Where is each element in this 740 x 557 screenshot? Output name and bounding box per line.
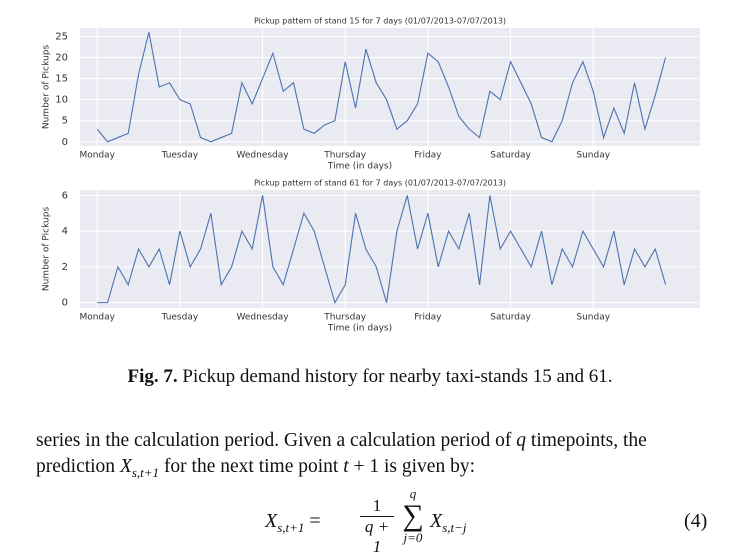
math: s,t+1 bbox=[131, 464, 160, 480]
paragraph-line: prediction Xs,t+1 for the next time poin… bbox=[36, 454, 716, 486]
caption-label: Fig. 7. bbox=[127, 366, 178, 387]
y-tick-label: 5 bbox=[62, 116, 68, 127]
x-tick-label: Monday bbox=[79, 151, 115, 161]
caption-text: Pickup demand history for nearby taxi-st… bbox=[182, 366, 613, 387]
math: t bbox=[343, 456, 349, 477]
paragraph-line: series in the calculation period. Given … bbox=[36, 428, 716, 454]
data-line bbox=[97, 195, 667, 305]
x-axis-label: Time (in days) bbox=[327, 162, 392, 172]
y-tick-label: 2 bbox=[62, 262, 68, 273]
plot-area bbox=[80, 28, 700, 146]
x-tick-label: Sunday bbox=[576, 151, 610, 161]
math: j=0 bbox=[403, 530, 423, 545]
math: X bbox=[119, 456, 132, 477]
math: ∑ bbox=[402, 499, 424, 532]
x-axis-label: Time (in days) bbox=[327, 324, 392, 334]
x-tick-label: Tuesday bbox=[161, 313, 199, 323]
y-tick-label: 4 bbox=[62, 226, 68, 237]
x-tick-label: Sunday bbox=[576, 313, 610, 323]
chart-title: Pickup pattern of stand 15 for 7 days (0… bbox=[254, 17, 506, 26]
charts: Pickup pattern of stand 15 for 7 days (0… bbox=[42, 17, 700, 334]
math: q bbox=[516, 430, 527, 451]
y-tick-label: 15 bbox=[55, 74, 68, 85]
x-tick-label: Friday bbox=[414, 151, 442, 161]
text: series in the calculation period. Given … bbox=[36, 430, 512, 451]
x-tick-label: Saturday bbox=[490, 313, 531, 323]
equation: Xs,t+1 = 1 q + 1 q ∑ j=0 Xs,t−j (4) bbox=[0, 486, 740, 556]
data-line bbox=[96, 32, 667, 143]
y-tick-label: 25 bbox=[55, 31, 68, 42]
math: s,t−j bbox=[442, 520, 467, 535]
math: = bbox=[309, 510, 321, 532]
y-axis-label: Number of Pickups bbox=[42, 45, 52, 130]
y-tick-label: 0 bbox=[62, 298, 68, 309]
chart-title: Pickup pattern of stand 61 for 7 days (0… bbox=[254, 179, 506, 188]
math: q bbox=[409, 486, 417, 501]
y-tick-label: 10 bbox=[55, 95, 68, 106]
x-tick-label: Thursday bbox=[323, 313, 367, 323]
y-tick-label: 6 bbox=[62, 190, 68, 201]
x-tick-label: Thursday bbox=[323, 151, 367, 161]
x-tick-label: Friday bbox=[414, 313, 442, 323]
text: for the next time point bbox=[163, 456, 339, 477]
x-tick-label: Tuesday bbox=[161, 151, 199, 161]
math: X bbox=[430, 510, 443, 532]
text: + 1 is given by: bbox=[353, 456, 476, 477]
math: s,t+1 bbox=[277, 520, 305, 535]
y-tick-label: 0 bbox=[62, 137, 68, 148]
equation-number: (4) bbox=[684, 510, 708, 532]
y-axis-label: Number of Pickups bbox=[42, 207, 52, 292]
text: timepoints, the bbox=[530, 430, 647, 451]
x-tick-label: Wednesday bbox=[237, 151, 290, 161]
caption: Fig. 7. Pickup demand history for nearby… bbox=[0, 366, 740, 388]
x-tick-label: Wednesday bbox=[237, 313, 290, 323]
plot-area bbox=[80, 190, 700, 308]
math: X bbox=[265, 510, 278, 532]
math: q + 1 bbox=[364, 517, 390, 556]
text: prediction bbox=[36, 456, 116, 477]
x-tick-label: Saturday bbox=[490, 151, 531, 161]
math: 1 bbox=[360, 496, 394, 517]
y-tick-label: 20 bbox=[55, 53, 68, 64]
x-tick-label: Monday bbox=[79, 313, 115, 323]
